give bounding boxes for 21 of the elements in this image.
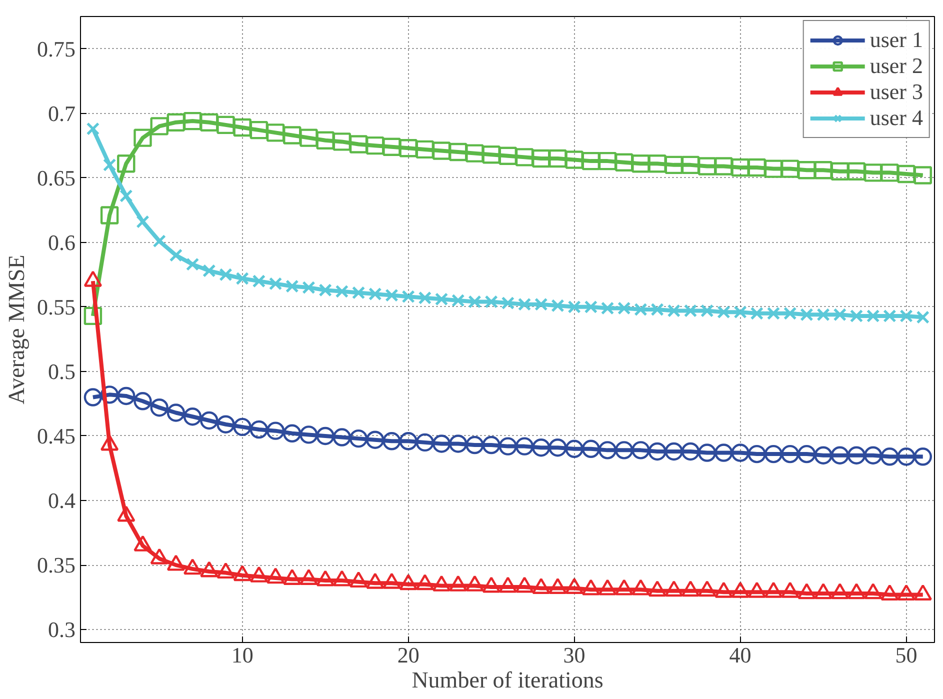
y-tick-label: 0.7 bbox=[48, 100, 76, 126]
legend-label: user 2 bbox=[870, 53, 923, 79]
y-tick-label: 0.6 bbox=[48, 230, 76, 255]
y-tick-label: 0.5 bbox=[48, 358, 76, 384]
x-tick-label: 50 bbox=[895, 642, 918, 668]
x-tick-label: 20 bbox=[397, 642, 420, 668]
x-tick-label: 30 bbox=[563, 642, 586, 668]
y-tick-label: 0.65 bbox=[37, 165, 76, 190]
x-axis-title: Number of iterations bbox=[412, 668, 604, 692]
y-tick-label: 0.55 bbox=[37, 294, 76, 320]
y-tick-label: 0.4 bbox=[48, 488, 76, 514]
legend-label: user 4 bbox=[870, 105, 923, 131]
y-tick-label: 0.75 bbox=[37, 36, 76, 62]
x-tick-label: 40 bbox=[729, 642, 752, 668]
y-axis-title: Average MMSE bbox=[4, 254, 29, 404]
y-tick-label: 0.45 bbox=[37, 423, 76, 448]
legend-label: user 1 bbox=[870, 27, 923, 53]
legend-label: user 3 bbox=[870, 79, 923, 105]
y-tick-label: 0.3 bbox=[48, 617, 76, 642]
y-tick-label: 0.35 bbox=[37, 552, 76, 578]
x-tick-label: 10 bbox=[231, 642, 254, 668]
